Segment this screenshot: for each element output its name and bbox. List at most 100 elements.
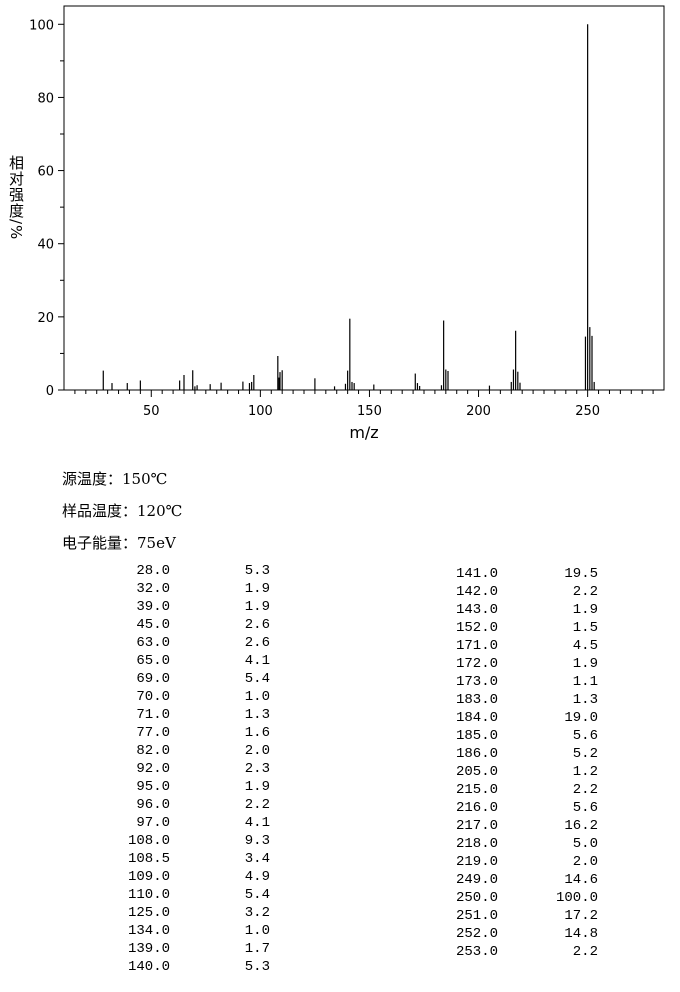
- mass-cell: 172.0: [455, 656, 498, 672]
- y-tick-label: 60: [37, 165, 54, 180]
- mass-cell: 152.0: [455, 620, 498, 636]
- y-tick-label: 80: [37, 91, 54, 106]
- mass-cell: 184.0: [455, 710, 498, 726]
- intensity-cell: 5.6: [572, 728, 598, 744]
- intensity-cell: 1.0: [244, 689, 270, 705]
- mass-cell: 217.0: [455, 818, 498, 834]
- intensity-cell: 1.9: [244, 779, 270, 795]
- intensity-cell: 5.3: [244, 959, 270, 975]
- intensity-cell: 1.7: [244, 941, 270, 957]
- intensity-cell: 3.4: [244, 851, 270, 867]
- mass-cell: 249.0: [455, 872, 498, 888]
- mass-cell: 39.0: [136, 599, 170, 615]
- intensity-cell: 5.4: [244, 887, 270, 903]
- mass-cell: 110.0: [127, 887, 170, 903]
- intensity-cell: 4.1: [244, 653, 270, 669]
- info-line: 电子能量：75eV: [62, 534, 176, 552]
- intensity-cell: 2.0: [244, 743, 270, 759]
- y-tick-label: 40: [37, 238, 54, 253]
- intensity-cell: 2.2: [572, 584, 598, 600]
- x-tick-label: 250: [575, 404, 600, 419]
- mass-cell: 142.0: [455, 584, 498, 600]
- intensity-cell: 1.3: [244, 707, 270, 723]
- mass-cell: 186.0: [455, 746, 498, 762]
- intensity-cell: 2.0: [572, 854, 598, 870]
- intensity-cell: 100.0: [555, 890, 598, 906]
- intensity-cell: 1.3: [572, 692, 598, 708]
- mass-cell: 108.0: [127, 833, 170, 849]
- intensity-cell: 1.1: [572, 674, 598, 690]
- plot-frame: [63, 5, 665, 391]
- mass-cell: 219.0: [455, 854, 498, 870]
- mass-cell: 65.0: [136, 653, 170, 669]
- intensity-cell: 5.6: [572, 800, 598, 816]
- intensity-cell: 1.6: [244, 725, 270, 741]
- y-tick-label: 0: [46, 384, 54, 399]
- mass-cell: 63.0: [136, 635, 170, 651]
- x-tick-label: 150: [357, 404, 382, 419]
- intensity-cell: 2.3: [244, 761, 270, 777]
- y-tick-label: 20: [37, 311, 54, 326]
- mass-cell: 69.0: [136, 671, 170, 687]
- chart: m/z 50 100 150 200 250 0 20 40 60 80 100: [29, 5, 665, 442]
- intensity-cell: 1.9: [244, 599, 270, 615]
- mass-cell: 92.0: [136, 761, 170, 777]
- mass-cell: 143.0: [455, 602, 498, 618]
- mass-cell: 218.0: [455, 836, 498, 852]
- mass-cell: 108.5: [127, 851, 170, 867]
- intensity-cell: 2.2: [572, 782, 598, 798]
- mass-cell: 45.0: [136, 617, 170, 633]
- intensity-cell: 4.1: [244, 815, 270, 831]
- mass-cell: 216.0: [455, 800, 498, 816]
- info-line: 源温度：150℃: [62, 470, 168, 488]
- intensity-cell: 1.0: [244, 923, 270, 939]
- intensity-cell: 9.3: [244, 833, 270, 849]
- intensity-cell: 1.9: [244, 581, 270, 597]
- mass-cell: 134.0: [127, 923, 170, 939]
- y-axis-label: 相对强度/%: [7, 155, 25, 241]
- intensity-cell: 17.2: [564, 908, 598, 924]
- intensity-cell: 5.0: [572, 836, 598, 852]
- mass-cell: 95.0: [136, 779, 170, 795]
- x-axis-label: m/z: [349, 423, 378, 442]
- mass-cell: 97.0: [136, 815, 170, 831]
- mass-cell: 139.0: [127, 941, 170, 957]
- intensity-cell: 4.5: [572, 638, 598, 654]
- mass-cell: 250.0: [455, 890, 498, 906]
- intensity-cell: 1.5: [572, 620, 598, 636]
- intensity-cell: 5.4: [244, 671, 270, 687]
- mass-cell: 28.0: [136, 563, 170, 579]
- intensity-cell: 2.2: [572, 944, 598, 960]
- mass-cell: 253.0: [455, 944, 498, 960]
- mass-cell: 141.0: [455, 566, 498, 582]
- intensity-cell: 14.6: [564, 872, 598, 888]
- intensity-cell: 16.2: [564, 818, 598, 834]
- mass-cell: 70.0: [136, 689, 170, 705]
- x-tick-label: 50: [143, 404, 160, 419]
- mass-cell: 125.0: [127, 905, 170, 921]
- mass-cell: 183.0: [455, 692, 498, 708]
- intensity-cell: 1.2: [572, 764, 598, 780]
- y-tick-label: 100: [29, 18, 54, 33]
- intensity-cell: 2.6: [244, 635, 270, 651]
- intensity-cell: 2.6: [244, 617, 270, 633]
- mass-cell: 173.0: [455, 674, 498, 690]
- intensity-cell: 2.2: [244, 797, 270, 813]
- intensity-cell: 5.3: [244, 563, 270, 579]
- intensity-cell: 1.9: [572, 602, 598, 618]
- mass-cell: 215.0: [455, 782, 498, 798]
- mass-cell: 251.0: [455, 908, 498, 924]
- intensity-cell: 5.2: [572, 746, 598, 762]
- intensity-cell: 3.2: [244, 905, 270, 921]
- intensity-cell: 14.8: [564, 926, 598, 942]
- mass-cell: 32.0: [136, 581, 170, 597]
- mass-cell: 77.0: [136, 725, 170, 741]
- mass-cell: 71.0: [136, 707, 170, 723]
- mass-cell: 96.0: [136, 797, 170, 813]
- x-tick-label: 200: [466, 404, 491, 419]
- mass-cell: 82.0: [136, 743, 170, 759]
- intensity-cell: 19.0: [564, 710, 598, 726]
- intensity-cell: 1.9: [572, 656, 598, 672]
- intensity-cell: 4.9: [244, 869, 270, 885]
